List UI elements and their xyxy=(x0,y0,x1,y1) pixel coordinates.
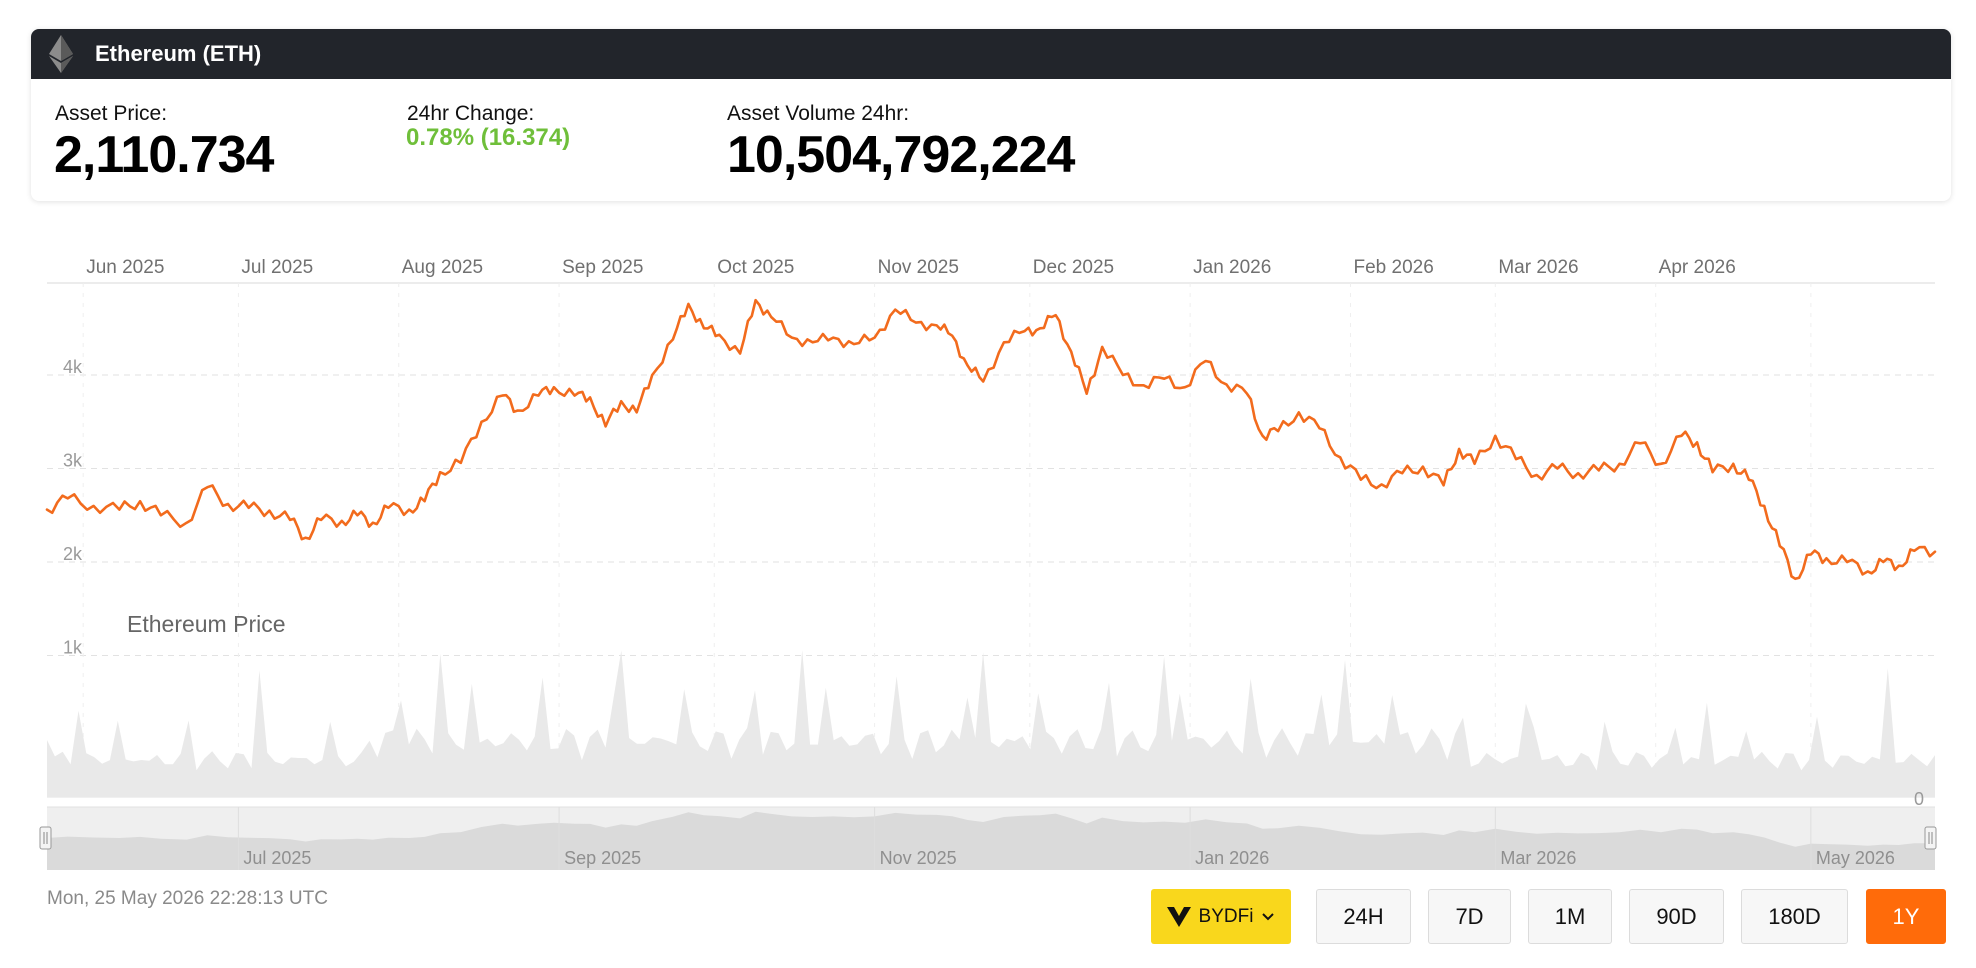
volume-area xyxy=(47,650,1935,797)
price-line-layer xyxy=(45,298,1937,581)
chevron-down-icon xyxy=(1262,912,1275,920)
navigator-tick-label: Nov 2025 xyxy=(880,848,957,868)
price-chart: 4k 3k 2k 1k 0 Jun 2025 Jul 2025 Aug 2025 Sep 202… xyxy=(39,257,1937,870)
x-tick-label: Apr 2026 xyxy=(1659,257,1736,278)
x-tick-label: Dec 2025 xyxy=(1033,257,1114,278)
navigator-tick-label: May 2026 xyxy=(1816,848,1895,868)
x-tick-label: Sep 2025 xyxy=(562,257,643,278)
y-tick-label: 4k xyxy=(63,357,83,377)
asset-header: Ethereum (ETH) xyxy=(31,29,1951,79)
range-1m-button[interactable]: 1M xyxy=(1528,889,1612,944)
x-tick-label: Aug 2025 xyxy=(402,257,483,278)
navigator-tick-label: Sep 2025 xyxy=(564,848,641,868)
navigator-layer xyxy=(39,806,1937,870)
ethereum-logo-icon xyxy=(49,35,73,73)
series-label: Ethereum Price xyxy=(127,611,286,637)
exchange-selector-button[interactable]: BYDFi xyxy=(1151,889,1291,944)
navigator-right-handle[interactable] xyxy=(1924,826,1937,850)
asset-price-value: 2,110.734 xyxy=(54,126,274,184)
asset-title: Ethereum (ETH) xyxy=(95,41,262,66)
range-24h-button[interactable]: 24H xyxy=(1316,889,1411,944)
navigator-tick-label: Mar 2026 xyxy=(1500,848,1576,868)
label-layer: 4k 3k 2k 1k 0 Jun 2025 Jul 2025 Aug 2025 Sep 202… xyxy=(63,257,1924,868)
asset-summary-card: Ethereum (ETH) Asset Price: 2,110.734 24… xyxy=(31,29,1951,201)
navigator-left-handle[interactable] xyxy=(39,826,52,850)
navigator-area xyxy=(47,811,1935,870)
volume-layer xyxy=(47,650,1935,797)
y-tick-label-zero: 0 xyxy=(1914,789,1924,809)
volume-label: Asset Volume 24hr: xyxy=(727,102,910,125)
navigator-tick-label: Jan 2026 xyxy=(1195,848,1269,868)
navigator-tick-label: Jul 2025 xyxy=(243,848,311,868)
x-tick-label: Jun 2025 xyxy=(86,257,164,278)
bydfi-logo-icon xyxy=(1166,906,1191,927)
change-label: 24hr Change: xyxy=(407,102,535,125)
x-tick-label: Oct 2025 xyxy=(717,257,794,278)
range-180d-button[interactable]: 180D xyxy=(1741,889,1848,944)
range-1y-button[interactable]: 1Y xyxy=(1866,889,1946,944)
x-tick-label: Jul 2025 xyxy=(241,257,313,278)
x-tick-label: Nov 2025 xyxy=(878,257,959,278)
grid-layer xyxy=(47,282,1935,798)
volume-value: 10,504,792,224 xyxy=(727,126,1075,184)
change-value: 0.78% (16.374) xyxy=(406,124,571,151)
y-tick-label: 3k xyxy=(63,451,83,471)
range-90d-button[interactable]: 90D xyxy=(1629,889,1724,944)
y-tick-label: 2k xyxy=(63,544,83,564)
x-tick-label: Mar 2026 xyxy=(1498,257,1578,278)
price-line xyxy=(45,298,1937,581)
exchange-label: BYDFi xyxy=(1198,905,1254,927)
y-tick-label: 1k xyxy=(63,638,83,658)
x-tick-label: Feb 2026 xyxy=(1353,257,1433,278)
asset-price-label: Asset Price: xyxy=(55,102,168,125)
timestamp: Mon, 25 May 2026 22:28:13 UTC xyxy=(47,888,328,909)
range-7d-button[interactable]: 7D xyxy=(1428,889,1511,944)
x-tick-label: Jan 2026 xyxy=(1193,257,1271,278)
